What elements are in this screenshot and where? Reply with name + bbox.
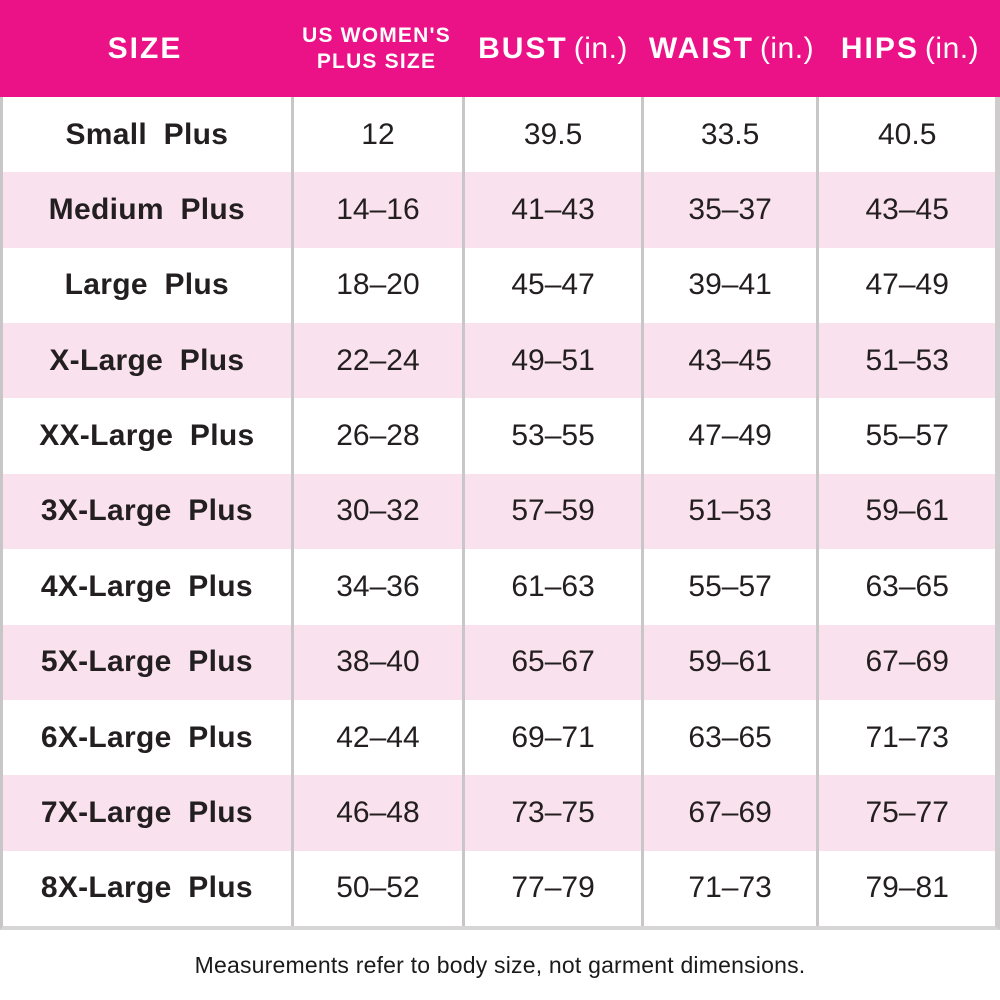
size-cell: 3X-Large Plus (40, 494, 253, 528)
size-cell: Medium Plus (48, 193, 245, 227)
table-row: 7X-Large Plus 46–48 73–75 67–69 75–77 (3, 775, 995, 851)
table-row: 3X-Large Plus 30–32 57–59 51–53 59–61 (3, 473, 995, 550)
footer-note: Measurements refer to body size, not gar… (0, 930, 1000, 1000)
plus-size-cell: 38–40 (290, 624, 463, 700)
hips-cell: 40.5 (816, 97, 995, 173)
header-bust-label: BUST (478, 31, 568, 65)
hips-cell: 63–65 (816, 549, 995, 625)
size-cell: 7X-Large Plus (40, 795, 253, 829)
waist-cell: 51–53 (640, 473, 817, 550)
hips-cell: 55–57 (816, 398, 995, 474)
waist-cell: 55–57 (640, 549, 817, 625)
table-body: Small Plus 12 39.5 33.5 40.5 Medium Plus… (0, 97, 1000, 930)
waist-cell: 71–73 (640, 850, 817, 926)
size-cell: X-Large Plus (49, 343, 245, 377)
bust-cell: 53–55 (462, 398, 641, 474)
table-row: XX-Large Plus 26–28 53–55 47–49 55–57 (3, 398, 995, 474)
hips-cell: 67–69 (816, 624, 995, 700)
plus-size-cell: 12 (290, 97, 463, 173)
header-hips-unit: (in.) (924, 31, 980, 65)
bust-cell: 61–63 (462, 549, 641, 625)
size-cell: XX-Large Plus (39, 419, 255, 453)
header-hips-label: HIPS (840, 31, 919, 65)
header-cell-hips: HIPS (in.) (820, 33, 1000, 65)
size-cell: 5X-Large Plus (40, 645, 253, 679)
table-row: X-Large Plus 22–24 49–51 43–45 51–53 (3, 323, 995, 399)
table-row: 8X-Large Plus 50–52 77–79 71–73 79–81 (3, 850, 995, 926)
plus-size-cell: 14–16 (290, 172, 463, 248)
hips-cell: 43–45 (816, 172, 995, 248)
header-waist-unit: (in.) (759, 31, 815, 65)
plus-size-cell: 42–44 (290, 699, 463, 776)
header-cell-bust: BUST (in.) (463, 33, 643, 65)
table-row: 4X-Large Plus 34–36 61–63 55–57 63–65 (3, 549, 995, 625)
hips-cell: 75–77 (816, 775, 995, 851)
hips-cell: 59–61 (816, 473, 995, 550)
header-cell-us-womens-plus-size: US WOMEN'S PLUS SIZE (290, 23, 463, 73)
bust-cell: 57–59 (462, 473, 641, 550)
size-cell: Large Plus (64, 268, 230, 302)
bust-cell: 65–67 (462, 624, 641, 700)
bust-cell: 41–43 (462, 172, 641, 248)
waist-cell: 35–37 (640, 172, 817, 248)
hips-cell: 51–53 (816, 323, 995, 399)
size-cell: Small Plus (65, 117, 229, 151)
header-bust-unit: (in.) (573, 31, 628, 65)
header-cell-waist: WAIST (in.) (643, 33, 820, 65)
waist-cell: 59–61 (640, 624, 817, 700)
header-waist-label: WAIST (648, 31, 754, 65)
table-row: Medium Plus 14–16 41–43 35–37 43–45 (3, 172, 995, 248)
plus-size-cell: 18–20 (290, 247, 463, 324)
plus-size-cell: 22–24 (290, 323, 463, 399)
table-row: Large Plus 18–20 45–47 39–41 47–49 (3, 247, 995, 324)
header-cell-line1: US WOMEN'S (302, 24, 451, 48)
size-cell: 8X-Large Plus (40, 871, 253, 905)
waist-cell: 67–69 (640, 775, 817, 851)
plus-size-cell: 46–48 (290, 775, 463, 851)
plus-size-cell: 50–52 (290, 850, 463, 926)
waist-cell: 33.5 (640, 97, 817, 173)
bust-cell: 69–71 (462, 699, 641, 776)
table-row: 5X-Large Plus 38–40 65–67 59–61 67–69 (3, 624, 995, 700)
table-header: SIZE US WOMEN'S PLUS SIZE BUST (in.) WAIS… (0, 0, 1000, 97)
header-cell-line2: PLUS SIZE (316, 49, 437, 73)
waist-cell: 63–65 (640, 699, 817, 776)
bust-cell: 45–47 (462, 247, 641, 324)
bust-cell: 73–75 (462, 775, 641, 851)
hips-cell: 47–49 (816, 247, 995, 324)
size-cell: 4X-Large Plus (40, 569, 253, 603)
waist-cell: 47–49 (640, 398, 817, 474)
waist-cell: 43–45 (640, 323, 817, 399)
table-row: Small Plus 12 39.5 33.5 40.5 (3, 97, 995, 173)
hips-cell: 79–81 (816, 850, 995, 926)
plus-size-cell: 26–28 (290, 398, 463, 474)
plus-size-cell: 30–32 (290, 473, 463, 550)
plus-size-cell: 34–36 (290, 549, 463, 625)
waist-cell: 39–41 (640, 247, 817, 324)
table-row: 6X-Large Plus 42–44 69–71 63–65 71–73 (3, 699, 995, 776)
bust-cell: 77–79 (462, 850, 641, 926)
size-cell: 6X-Large Plus (40, 720, 253, 754)
bust-cell: 49–51 (462, 323, 641, 399)
hips-cell: 71–73 (816, 699, 995, 776)
bust-cell: 39.5 (462, 97, 641, 173)
header-cell-size: SIZE (107, 31, 183, 65)
